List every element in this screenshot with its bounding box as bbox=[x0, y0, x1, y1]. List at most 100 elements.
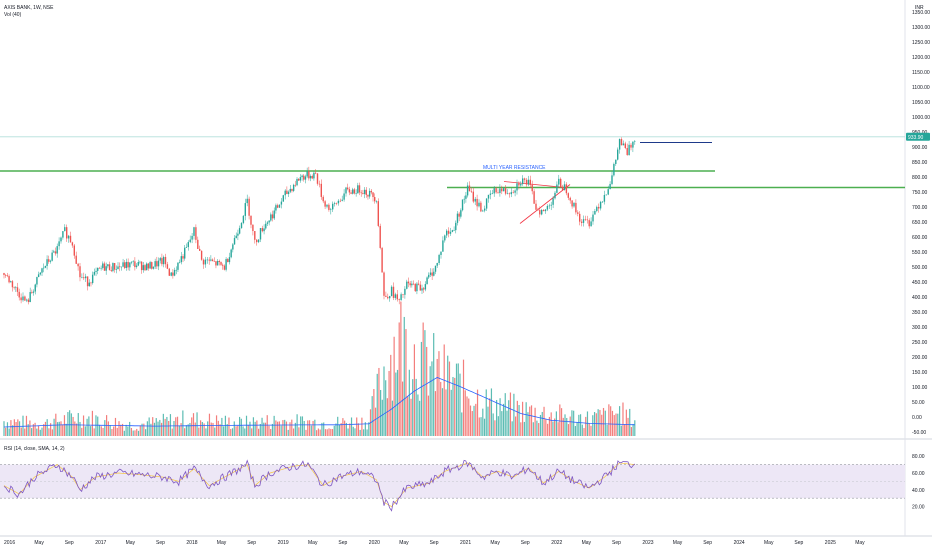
volume-bar bbox=[602, 407, 605, 436]
volume-bar bbox=[239, 416, 241, 436]
volume-bar bbox=[420, 341, 423, 436]
volume-bar bbox=[282, 420, 284, 436]
volume-bar bbox=[347, 428, 349, 436]
price-axis-label: 350.00 bbox=[912, 310, 928, 316]
volume-bar bbox=[390, 354, 392, 436]
volume-bar bbox=[559, 404, 561, 436]
volume-bar bbox=[84, 426, 86, 436]
candle-body bbox=[453, 230, 455, 231]
candle-body bbox=[147, 263, 150, 269]
price-axis-label: 1050.00 bbox=[912, 100, 930, 106]
candle-body bbox=[368, 190, 371, 197]
candle-body bbox=[390, 286, 393, 297]
volume-bar bbox=[632, 423, 634, 436]
candle-body bbox=[93, 271, 96, 275]
candle-body bbox=[60, 237, 62, 242]
candle-body bbox=[120, 266, 123, 268]
volume-bar bbox=[401, 381, 404, 436]
candle-body bbox=[362, 193, 364, 194]
volume-bar bbox=[547, 423, 549, 436]
time-axis-label: 2018 bbox=[186, 540, 197, 546]
volume-bar bbox=[192, 413, 195, 436]
candle-body bbox=[541, 210, 543, 215]
volume-bar bbox=[310, 425, 312, 436]
volume-bar bbox=[153, 422, 156, 436]
triangle-lower-line bbox=[519, 184, 571, 224]
candle-body bbox=[182, 256, 184, 259]
time-axis-label: Sep bbox=[703, 540, 712, 546]
candle-body bbox=[98, 267, 101, 269]
volume-bar bbox=[145, 429, 147, 436]
time-axis-label: Sep bbox=[521, 540, 530, 546]
candle-body bbox=[42, 267, 45, 269]
candle-body bbox=[75, 255, 77, 264]
volume-bar bbox=[433, 333, 435, 436]
candle-body bbox=[563, 184, 566, 190]
volume-bar bbox=[130, 427, 133, 436]
volume-bar bbox=[342, 418, 344, 436]
candle-body bbox=[166, 264, 169, 269]
candle-body bbox=[284, 190, 286, 196]
volume-bar bbox=[452, 376, 454, 436]
price-axis-label: 1300.00 bbox=[912, 25, 930, 31]
volume-bar bbox=[530, 405, 533, 436]
volume-bar bbox=[223, 426, 225, 436]
candle-body bbox=[424, 284, 427, 290]
volume-bar bbox=[371, 396, 373, 436]
candle-body bbox=[314, 172, 317, 174]
candle-body bbox=[525, 179, 528, 185]
volume-bar bbox=[60, 421, 62, 436]
volume-bar bbox=[228, 417, 230, 436]
price-tag-label: 933.90 bbox=[908, 135, 924, 141]
candle-body bbox=[565, 184, 568, 194]
candle-body bbox=[575, 202, 577, 213]
candle-body bbox=[271, 214, 274, 219]
volume-bar bbox=[550, 412, 552, 436]
volume-bar bbox=[538, 423, 540, 436]
candle-body bbox=[461, 199, 464, 211]
candle-body bbox=[257, 239, 260, 243]
candle-body bbox=[353, 189, 356, 194]
volume-bar bbox=[408, 369, 410, 436]
candle-body bbox=[211, 259, 214, 261]
candle-body bbox=[31, 292, 33, 293]
candle-body bbox=[449, 231, 452, 234]
candle-body bbox=[129, 262, 131, 268]
candle-body bbox=[62, 231, 64, 238]
volume-bar bbox=[464, 390, 466, 436]
candle-body bbox=[628, 144, 630, 156]
candle-body bbox=[433, 271, 435, 276]
volume-bar bbox=[438, 351, 440, 436]
volume-bar bbox=[483, 418, 486, 436]
price-axis-label: 600.00 bbox=[912, 235, 928, 241]
volume-bar bbox=[443, 344, 445, 436]
volume-bar bbox=[148, 417, 150, 436]
candle-body bbox=[438, 254, 440, 263]
volume-legend: Vol (40) bbox=[4, 12, 22, 18]
volume-bar bbox=[380, 389, 382, 436]
volume-bar bbox=[160, 422, 163, 436]
volume-bar bbox=[111, 429, 113, 436]
candle-body bbox=[620, 139, 623, 146]
candle-body bbox=[208, 259, 210, 261]
candle-body bbox=[346, 187, 349, 190]
candle-body bbox=[615, 159, 617, 164]
candle-body bbox=[256, 239, 258, 243]
candle-body bbox=[598, 206, 600, 209]
candle-body bbox=[73, 245, 75, 256]
candle-body bbox=[546, 205, 549, 210]
candle-body bbox=[554, 192, 556, 199]
volume-bar bbox=[496, 399, 498, 436]
candle-body bbox=[266, 222, 269, 224]
volume-bar bbox=[10, 420, 12, 436]
time-axis-label: 2016 bbox=[4, 540, 15, 546]
price-axis-label: 900.00 bbox=[912, 145, 928, 151]
candle-body bbox=[13, 287, 15, 288]
volume-bar bbox=[312, 420, 314, 436]
candle-body bbox=[320, 183, 322, 197]
candle-body bbox=[375, 201, 378, 202]
candle-body bbox=[180, 256, 183, 263]
candle-body bbox=[311, 176, 313, 179]
volume-bar bbox=[352, 426, 354, 436]
